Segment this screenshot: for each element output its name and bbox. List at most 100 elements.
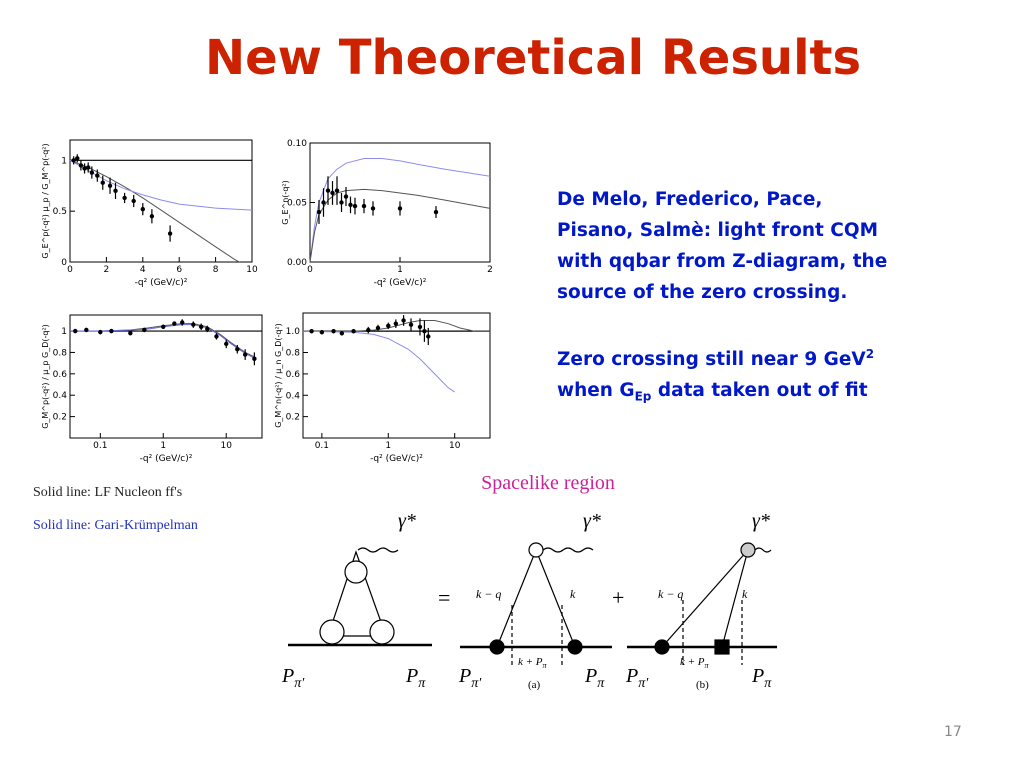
data-point <box>82 166 87 171</box>
momentum-label: Pπ <box>751 665 772 691</box>
text: when G <box>557 380 635 402</box>
curve <box>69 159 253 211</box>
x-tick-label: 2 <box>104 265 110 275</box>
data-point <box>252 356 257 362</box>
momentum-label: k + Pπ <box>518 656 548 670</box>
data-point <box>339 200 344 205</box>
data-point <box>352 203 358 209</box>
x-tick-label: 1 <box>385 441 391 451</box>
y-tick-label: 0.05 <box>287 199 307 209</box>
data-point <box>131 198 136 204</box>
data-point <box>71 158 76 163</box>
data-point <box>100 180 105 185</box>
text: Zero crossing still near 9 GeV <box>557 349 866 371</box>
y-axis-label: G_M^n(-q²) / μ_n G_D(-q²) <box>274 323 283 428</box>
data-point <box>235 347 240 352</box>
data-point <box>393 321 399 326</box>
momentum-label: k − q <box>476 587 501 601</box>
text-line: Zero crossing still near 9 GeV2 <box>557 339 887 375</box>
x-tick-label: 2 <box>487 265 493 275</box>
data-point <box>331 328 336 334</box>
y-tick-label: 0.6 <box>286 370 301 380</box>
slide-title: New Theoretical Results <box>204 30 862 86</box>
text: data taken out of fit <box>651 380 868 402</box>
data-point <box>75 156 80 161</box>
x-tick-label: 1 <box>397 265 403 275</box>
data-point <box>351 328 356 334</box>
data-point <box>397 206 403 211</box>
momentum-label: Pπ <box>584 665 605 691</box>
x-tick-label: 4 <box>140 265 146 275</box>
data-point <box>401 318 406 323</box>
data-point <box>343 194 349 199</box>
data-point <box>375 325 381 331</box>
momentum-label: Pπ′ <box>281 665 305 691</box>
plot-frame <box>302 312 491 439</box>
data-point <box>330 190 335 196</box>
sub-label: (a) <box>528 679 541 691</box>
data-point <box>109 328 114 334</box>
momentum-label: k + Pπ <box>680 656 710 670</box>
data-point <box>128 330 133 336</box>
equals-sign: = <box>438 585 450 610</box>
data-point <box>309 328 314 334</box>
y-tick-label: 0.4 <box>286 391 301 401</box>
data-point <box>361 203 367 209</box>
x-tick-label: 0.1 <box>315 441 329 451</box>
curve <box>70 324 257 360</box>
data-point <box>172 321 177 326</box>
text-line: source of the zero crossing. <box>557 282 848 303</box>
x-axis-label: -q² (GeV/c)² <box>135 278 188 288</box>
data-point <box>214 334 219 339</box>
text-block: De Melo, Frederico, Pace, Pisano, Salmè:… <box>557 184 887 413</box>
x-tick-label: 8 <box>213 265 219 275</box>
y-axis-label: G_E^n(-q²) <box>281 180 290 224</box>
x-tick-label: 10 <box>449 441 461 451</box>
x-tick-label: 10 <box>246 265 258 275</box>
y-tick-label: 1.0 <box>286 327 301 337</box>
data-point <box>366 327 371 333</box>
y-tick-label: 0.00 <box>287 258 307 268</box>
curve <box>309 158 491 263</box>
diagram-lines <box>288 542 777 665</box>
photon-label: γ* <box>583 510 601 532</box>
data-point <box>122 195 127 201</box>
data-point <box>321 200 326 205</box>
momentum-label: k <box>742 587 748 601</box>
y-axis-label: G_M^p(-q²) / μ_p G_D(-q²) <box>41 324 50 429</box>
y-tick-label: 0.8 <box>53 348 68 358</box>
data-point <box>198 324 204 329</box>
data-point <box>242 352 248 357</box>
curve <box>69 159 240 263</box>
data-point <box>89 170 95 175</box>
data-point <box>167 231 173 236</box>
data-point <box>191 322 196 327</box>
data-point <box>319 330 325 335</box>
y-axis-label: G_E^p(-q²) μ_p / G_M^p(-q²) <box>41 143 50 258</box>
text-line: De Melo, Frederico, Pace, <box>557 189 823 210</box>
data-point <box>422 328 427 334</box>
curve <box>309 188 491 263</box>
data-point <box>161 324 166 329</box>
data-point <box>95 173 100 178</box>
y-tick-label: 0.8 <box>286 349 301 359</box>
y-tick-label: 1 <box>61 327 67 337</box>
superscript: 2 <box>865 347 875 361</box>
data-point <box>78 163 84 168</box>
data-point <box>426 334 431 339</box>
data-point <box>113 188 118 194</box>
x-axis-label: -q² (GeV/c)² <box>374 278 427 288</box>
text-line: with qqbar from Z-diagram, the <box>557 251 888 272</box>
data-point <box>433 209 439 215</box>
x-tick-label: 0.1 <box>93 441 107 451</box>
data-point <box>84 327 89 333</box>
y-tick-label: 0.5 <box>53 207 67 217</box>
momentum-label: Pπ′ <box>625 665 649 691</box>
data-point <box>334 188 340 193</box>
text-line: Pisano, Salmè: light front CQM <box>557 220 878 241</box>
data-point <box>348 202 353 208</box>
plot-frame <box>69 139 253 263</box>
y-tick-label: 0.2 <box>53 413 67 423</box>
y-tick-label: 0.2 <box>286 413 300 423</box>
